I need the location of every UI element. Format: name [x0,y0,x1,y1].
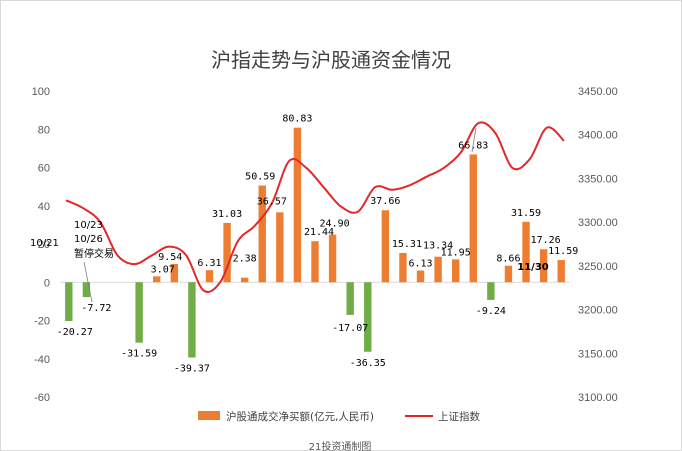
bar-data-label: -20.27 [57,327,93,338]
bar-data-label: 3.07 [151,264,175,275]
bar [240,277,249,283]
y-tick-label-left: -60 [34,392,50,404]
bar [451,259,460,283]
bar-data-label: -17.07 [332,323,368,334]
annotation-label: 10/23 [74,220,103,231]
bar-data-label: 36.57 [257,196,287,207]
bar-data-label: -9.24 [476,306,506,317]
bar [469,154,477,283]
bar [539,249,548,283]
bar-data-label: 11.59 [548,246,578,257]
annotation-label: 10/26 [74,234,103,245]
bar [416,270,425,283]
y-tick-label-left: -40 [34,354,50,366]
bar [205,270,214,283]
bar [258,185,266,283]
bar [434,256,442,283]
bar [328,234,337,283]
bar [399,252,407,283]
bar-data-label: 80.83 [282,114,312,125]
bar-data-label: 50.59 [245,171,275,182]
y-tick-label-right: 3250.00 [578,261,618,273]
bar-data-label: -31.59 [121,349,157,360]
bar [82,282,91,298]
bar [188,282,196,358]
bar [153,276,161,283]
bar [65,282,73,322]
bar-data-label: 17.26 [531,235,561,246]
y-tick-label-right: 3350.00 [578,173,618,185]
annotation-label: 暂停交易 [74,247,114,260]
bar [223,222,231,283]
bar [276,212,284,283]
bar [311,241,319,283]
bar-data-label: 2.38 [233,254,257,265]
bar [135,282,143,343]
bar-data-label: -36.35 [350,358,386,369]
legend: 沪股通成交净买额(亿元,人民币) 上证指数 [198,410,480,423]
y-tick-label-left: 40 [38,201,50,213]
bar [557,260,565,283]
bar [346,282,354,315]
bar-data-label: 15.31 [392,239,422,250]
y-tick-label-right: 3200.00 [578,305,618,317]
y-tick-label-left: 100 [32,86,50,98]
bar [487,282,495,300]
bar [170,264,179,283]
bar [381,210,390,283]
legend-label-line: 上证指数 [438,410,480,423]
chart-title: 沪指走势与沪股通资金情况 [211,48,451,72]
bar-data-label: 13.34 [423,241,453,252]
bar [293,127,302,283]
y-tick-label-right: 3100.00 [578,392,618,404]
y-tick-label-right: 3300.00 [578,217,618,229]
y-tick-label-left: 80 [38,124,50,136]
annotation-leader [471,127,477,153]
y-tick-label-left: 60 [38,163,50,175]
chart-footer: 21投资通制图 [309,440,372,451]
line-shanghai-index [65,121,565,293]
bar [364,282,372,352]
bar-data-label: 6.31 [197,258,221,269]
annotation-label: 11/30 [517,262,549,273]
bar-data-label: 37.66 [370,196,400,207]
bar [504,265,513,283]
bar-data-label: 11.95 [441,247,471,258]
bar-data-label: -39.37 [174,364,210,375]
y-tick-label-right: 3150.00 [578,348,618,360]
bar-data-label: 21.44 [304,227,334,238]
bar-data-label: 8.66 [496,254,520,265]
bar-data-label: 24.90 [320,219,350,230]
legend-swatch-bars [198,411,220,420]
y-tick-label-left: -20 [34,316,50,328]
bar-data-label: 31.59 [511,208,541,219]
legend-label-bars: 沪股通成交净买额(亿元,人民币) [226,410,374,423]
bar-data-label: 9.54 [158,252,182,263]
annotation-label: 10/21 [30,238,59,249]
y-tick-label-left: 20 [38,239,50,251]
bar-data-label: 31.03 [212,209,242,220]
bar-data-label: 6.13 [408,259,432,270]
annotation-leader [83,261,93,303]
y-tick-label-right: 3450.00 [578,86,618,98]
bar [522,221,530,283]
bar-data-label: -7.72 [81,303,111,314]
y-tick-label-left: 0 [44,277,50,289]
y-tick-label-right: 3400.00 [578,130,618,142]
